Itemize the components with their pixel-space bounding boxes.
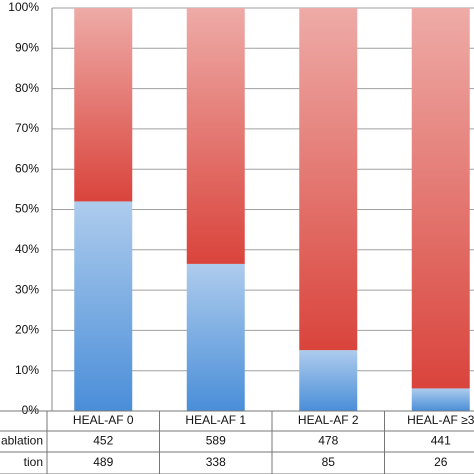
y-tick-label: 70% <box>15 121 39 135</box>
bar-segment <box>74 8 133 202</box>
y-tick-label: 40% <box>15 242 39 256</box>
x-tick-label: HEAL-AF 0 <box>73 413 134 427</box>
table-row-label: ablation <box>1 434 43 448</box>
y-tick-label: 100% <box>8 0 39 14</box>
table-row-label: tion <box>24 455 43 469</box>
y-tick-label: 30% <box>15 282 39 296</box>
table-cell: 489 <box>93 455 113 469</box>
bar-segment <box>411 388 470 411</box>
bar-segment <box>74 201 133 411</box>
table-cell: 452 <box>93 434 113 448</box>
bar-segment <box>186 8 245 264</box>
x-tick-label: HEAL-AF ≥3 <box>407 413 474 427</box>
bar-segment <box>299 350 358 411</box>
y-tick-label: 0% <box>22 403 40 417</box>
table-cell: 441 <box>431 434 451 448</box>
bar-segment <box>299 8 358 351</box>
y-tick-label: 50% <box>15 202 39 216</box>
x-tick-label: HEAL-AF 1 <box>185 413 246 427</box>
y-tick-label: 10% <box>15 363 39 377</box>
table-cell: 338 <box>206 455 226 469</box>
table-cell: 478 <box>318 434 338 448</box>
bar-segment <box>186 263 245 411</box>
x-tick-label: HEAL-AF 2 <box>298 413 359 427</box>
y-tick-label: 60% <box>15 161 39 175</box>
table-cell: 26 <box>434 455 448 469</box>
bar-segment <box>411 8 470 389</box>
y-tick-label: 80% <box>15 81 39 95</box>
y-tick-label: 90% <box>15 40 39 54</box>
table-cell: 589 <box>206 434 226 448</box>
table-cell: 85 <box>322 455 336 469</box>
y-tick-label: 20% <box>15 323 39 337</box>
